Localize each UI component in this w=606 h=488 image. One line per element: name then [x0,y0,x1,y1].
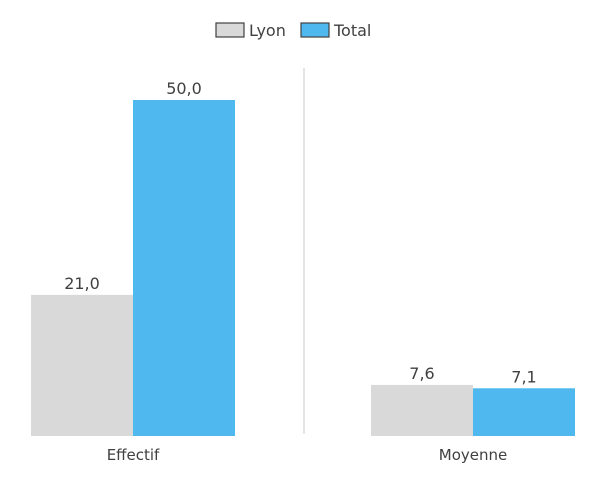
value-label-moyenne-lyon: 7,6 [409,364,434,383]
legend-swatch-lyon [215,22,245,38]
value-label-effectif-lyon: 21,0 [64,274,100,293]
legend-label-lyon: Lyon [249,21,286,40]
bar-effectif-lyon [31,294,133,436]
value-label-moyenne-total: 7,1 [511,367,536,386]
bar-effectif-total [133,100,235,436]
bars-group [31,100,575,436]
chart-legend: Lyon Total [215,21,371,40]
legend-label-total: Total [333,21,371,40]
bar-moyenne-lyon [371,384,473,436]
category-label-moyenne: Moyenne [439,446,507,464]
labels-group: 21,0 50,0 Effectif 7,6 7,1 Moyenne [64,79,537,464]
value-label-effectif-total: 50,0 [166,79,202,98]
legend-swatch-total [300,22,330,38]
bar-moyenne-total [473,388,575,436]
category-label-effectif: Effectif [107,446,160,464]
